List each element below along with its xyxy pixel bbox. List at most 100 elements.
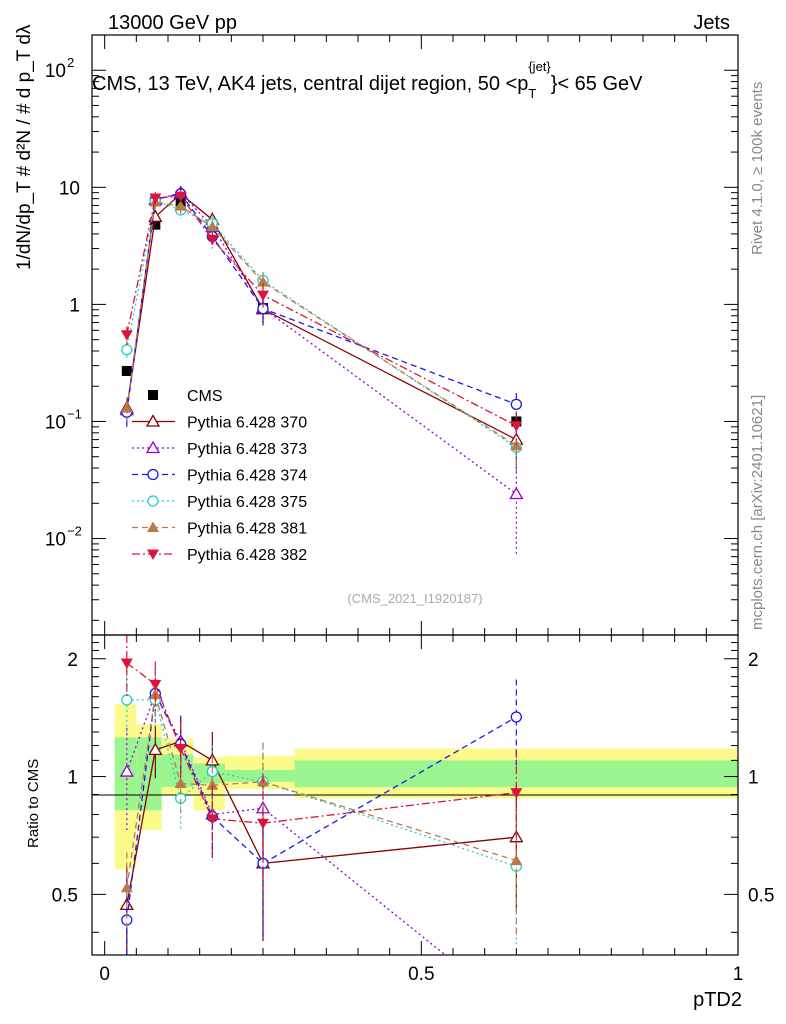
y-tick-label: 10 xyxy=(59,178,80,199)
ratio-ticks: 0.5 0.5 1 1 2 2 0 0.5 1 xyxy=(52,635,774,985)
y-tick-label: 10 xyxy=(45,530,66,551)
title-sub: T xyxy=(528,86,536,101)
ratio-line xyxy=(126,740,517,906)
header-left: 13000 GeV pp xyxy=(108,12,237,34)
y-tick-label: 1 xyxy=(69,295,80,316)
main-ylabel-text: 1/dN/dp_T # d²N / # d p_T dλ xyxy=(14,24,35,270)
ratio-point xyxy=(510,854,523,866)
legend-label: Pythia 6.428 370 xyxy=(187,415,307,432)
plot-title: CMS, 13 TeV, AK4 jets, central dijet reg… xyxy=(92,59,643,101)
legend-label: Pythia 6.428 373 xyxy=(187,441,307,458)
mcplots-label: mcplots.cern.ch [arXiv:2401.10621] xyxy=(749,395,766,630)
legend-item-cms: CMS xyxy=(148,388,223,405)
y-tick-exponent: 2 xyxy=(67,55,74,70)
legend-item-pythia-6-428-381: Pythia 6.428 381 xyxy=(132,521,307,538)
x-tick-label: 0 xyxy=(99,964,110,985)
data-point xyxy=(257,276,269,287)
data-point xyxy=(206,234,219,246)
ratio-point xyxy=(121,694,133,706)
ratio-line xyxy=(126,662,517,824)
ratio-point xyxy=(149,679,162,691)
ratio-y-tick-label: 1 xyxy=(67,768,78,789)
rivet-label: Rivet 4.1.0, ≥ 100k events xyxy=(749,82,766,255)
y-tick-exponent: −1 xyxy=(67,406,82,421)
ratio-y-tick-label: 0.5 xyxy=(52,885,78,906)
legend-item-pythia-6-428-382: Pythia 6.428 382 xyxy=(132,547,307,564)
data-point xyxy=(509,486,524,500)
series-pythia-6-428-381 xyxy=(120,195,523,473)
ratio-y-tick-label: 2 xyxy=(67,650,78,671)
x-tick-label: 1 xyxy=(733,964,744,985)
data-point xyxy=(510,421,523,432)
ratio-point xyxy=(120,881,133,893)
ratio-frame xyxy=(91,634,739,956)
ratio-point xyxy=(206,779,219,790)
legend-marker xyxy=(147,549,159,560)
x-axis-label: pTD2 xyxy=(693,989,742,1011)
legend-item-pythia-6-428-374: Pythia 6.428 374 xyxy=(132,468,307,485)
ratio-y-tick-label-right: 2 xyxy=(748,650,759,671)
legend-label: Pythia 6.428 375 xyxy=(187,494,307,511)
ratio-y-tick-label-right: 1 xyxy=(748,768,759,789)
header-right: Jets xyxy=(693,12,730,34)
series-line xyxy=(126,192,517,441)
legend-label: Pythia 6.428 374 xyxy=(187,468,307,485)
title-sup: {jet} xyxy=(528,59,551,74)
title-tail: }< 65 GeV xyxy=(551,73,643,95)
legend-item-pythia-6-428-370: Pythia 6.428 370 xyxy=(132,414,307,432)
data-point xyxy=(120,330,133,341)
ratio-series-group xyxy=(119,635,524,956)
data-point xyxy=(120,402,133,413)
legend-item-pythia-6-428-373: Pythia 6.428 373 xyxy=(132,440,307,458)
legend-label: Pythia 6.428 382 xyxy=(187,547,307,564)
data-point xyxy=(206,220,219,232)
data-point xyxy=(149,193,162,205)
legend-label: Pythia 6.428 381 xyxy=(187,521,307,538)
legend-marker xyxy=(145,414,161,427)
main-y-axis-label: 1/dN/dp_T # d²N / # d p_T dλ xyxy=(14,24,35,270)
data-point xyxy=(510,398,522,411)
legend: CMS Pythia 6.428 370 Pythia 6.428 373 Pythi… xyxy=(132,388,307,564)
ratio-line xyxy=(126,693,446,956)
ratio-point xyxy=(257,818,269,830)
inner-band xyxy=(225,769,295,782)
series-pythia-6-428-382 xyxy=(120,189,523,446)
ratio-point xyxy=(148,742,163,756)
ratio-panel: 0.5 0.5 1 1 2 2 0 0.5 1 xyxy=(52,634,774,985)
ratio-line xyxy=(126,693,517,921)
data-point xyxy=(174,191,187,203)
legend-marker xyxy=(147,521,159,532)
data-point xyxy=(174,200,187,211)
inner-band xyxy=(161,754,194,788)
ratio-point xyxy=(510,711,522,723)
ratio-point xyxy=(206,814,219,825)
ratio-point xyxy=(510,788,523,799)
legend-marker xyxy=(145,440,161,454)
series-line xyxy=(126,195,517,427)
y-tick-exponent: −2 xyxy=(67,524,82,539)
ratio-point xyxy=(174,743,187,755)
ratio-point xyxy=(174,777,187,789)
watermark: (CMS_2021_I1920187) xyxy=(347,591,482,606)
legend-marker xyxy=(147,468,159,481)
legend-label: CMS xyxy=(187,388,223,405)
ratio-y-tick-label-right: 0.5 xyxy=(748,885,774,906)
legend-marker xyxy=(148,390,158,400)
data-point xyxy=(121,365,132,376)
data-point xyxy=(257,290,269,302)
title-main: CMS, 13 TeV, AK4 jets, central dijet reg… xyxy=(92,73,528,95)
ratio-point xyxy=(119,764,134,777)
ratio-series-pythia-6-428-382 xyxy=(120,635,523,892)
y-tick-label: 10 xyxy=(45,412,66,433)
legend-marker xyxy=(147,495,159,507)
series-line xyxy=(126,201,517,447)
ratio-point xyxy=(120,658,133,670)
legend-item-pythia-6-428-375: Pythia 6.428 375 xyxy=(132,494,307,511)
x-tick-label: 0.5 xyxy=(408,964,434,985)
ratio-y-axis-label: Ratio to CMS xyxy=(25,759,42,848)
y-tick-label: 10 xyxy=(45,61,66,82)
data-point xyxy=(121,344,133,356)
